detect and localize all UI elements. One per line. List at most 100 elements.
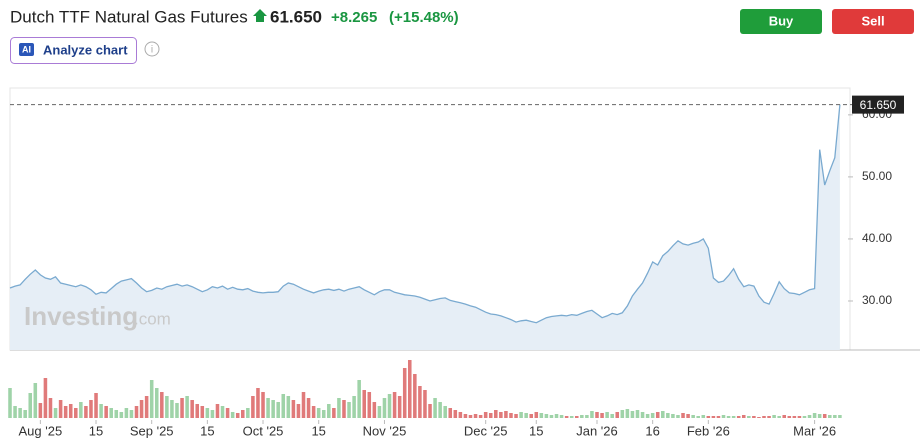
volume-bar — [741, 415, 746, 418]
volume-bar — [392, 392, 397, 418]
change: +8.265 — [331, 9, 377, 26]
volume-bar — [499, 412, 503, 418]
volume-bar — [413, 374, 417, 418]
x-tick-label: Dec '25 — [464, 423, 508, 438]
volume-bar — [281, 394, 286, 418]
volume-bar — [635, 410, 640, 418]
sell-button[interactable] — [832, 9, 914, 34]
x-tick-label: 15 — [89, 423, 103, 438]
volume-bar — [23, 410, 27, 418]
volume-bar — [595, 412, 599, 418]
buy-label[interactable]: Buy — [769, 13, 794, 28]
volume-bar — [180, 398, 184, 418]
volume-bar — [418, 386, 422, 418]
volume-bar — [463, 414, 468, 418]
x-tick-label: Oct '25 — [243, 423, 284, 438]
volume-bar — [165, 396, 169, 418]
volume-bar — [104, 406, 108, 418]
volume-bar — [600, 413, 604, 418]
volume-bar — [458, 412, 463, 418]
volume-bar — [200, 406, 205, 418]
volume-bar — [28, 393, 33, 418]
volume-bar — [549, 415, 554, 418]
volume-bar — [812, 413, 817, 418]
info-icon[interactable] — [144, 41, 160, 57]
volume-bar — [235, 413, 240, 418]
volume-bar — [170, 400, 174, 418]
volume-bar — [802, 416, 807, 418]
volume-bar — [84, 406, 88, 418]
volume-bar — [443, 406, 447, 418]
volume-bar — [559, 415, 564, 418]
volume-bar — [762, 416, 766, 418]
volume-bar — [139, 400, 144, 418]
volume-bar — [625, 409, 630, 418]
volume-bar — [114, 410, 119, 418]
analyze-button[interactable] — [10, 37, 137, 64]
volume-bar — [382, 398, 387, 418]
price-line — [9, 104, 841, 324]
volume-bar — [681, 413, 685, 418]
volume-bar — [473, 414, 478, 418]
watermark-brand: Investing — [24, 301, 138, 331]
x-tick-label: 15 — [200, 423, 214, 438]
volume-bar — [225, 408, 230, 418]
volume-bar — [590, 411, 594, 418]
volume-bar — [438, 402, 442, 418]
volume-bar — [721, 415, 726, 418]
volume-bar — [620, 410, 625, 418]
volume-bar — [387, 394, 392, 418]
volume-bar — [736, 416, 741, 418]
volume-bar — [448, 408, 453, 418]
volume-bar — [342, 400, 346, 418]
x-tick-label: Feb '26 — [687, 423, 730, 438]
volume-bar — [833, 415, 837, 418]
volume-bar — [828, 415, 832, 418]
volume-bar — [129, 410, 134, 418]
volume-bar — [655, 412, 660, 418]
volume-bar — [574, 416, 579, 418]
volume-bar — [68, 404, 73, 418]
volume-bar — [357, 380, 361, 418]
volume-bar — [43, 378, 48, 418]
sell-label[interactable]: Sell — [861, 13, 884, 28]
volume-bar — [666, 413, 670, 418]
volume-bar — [468, 415, 473, 418]
volume-bar — [134, 406, 139, 418]
watermark-suffix: .com — [134, 309, 171, 328]
volume-bar — [352, 396, 356, 418]
volume-bar — [99, 404, 103, 418]
y-tick-label: 50.00 — [862, 169, 892, 183]
volume-bar — [18, 408, 22, 418]
volume-bar — [372, 402, 377, 418]
analyze-label[interactable]: Analyze chart — [43, 42, 128, 57]
volume-bar — [822, 414, 827, 418]
volume-bar — [205, 408, 210, 418]
volume-bar — [747, 416, 751, 418]
volume-bar — [661, 411, 665, 418]
volume-bar — [215, 404, 220, 418]
info-glyph[interactable]: i — [151, 45, 153, 56]
volume-bar — [706, 416, 711, 418]
volume-bar — [478, 415, 483, 418]
volume-bar — [256, 388, 260, 418]
volume-bar — [509, 413, 513, 418]
volume-bar — [686, 414, 690, 418]
volume-bar — [367, 392, 372, 418]
buy-button[interactable] — [740, 9, 822, 34]
volume-bar — [53, 408, 58, 418]
volume-bar — [807, 415, 812, 418]
volume-bar — [691, 415, 695, 418]
volume-bar — [266, 398, 270, 418]
volume-bar — [514, 414, 518, 418]
volume-bar — [402, 368, 407, 418]
volume-bar — [767, 416, 771, 418]
volume-bar — [220, 406, 225, 418]
volume-bar — [119, 412, 124, 418]
volume-bar — [301, 392, 306, 418]
volume-bar — [185, 396, 189, 418]
ai-icon[interactable] — [19, 43, 34, 56]
volume-bar — [544, 414, 549, 418]
ai-badge[interactable]: AI — [22, 44, 31, 54]
